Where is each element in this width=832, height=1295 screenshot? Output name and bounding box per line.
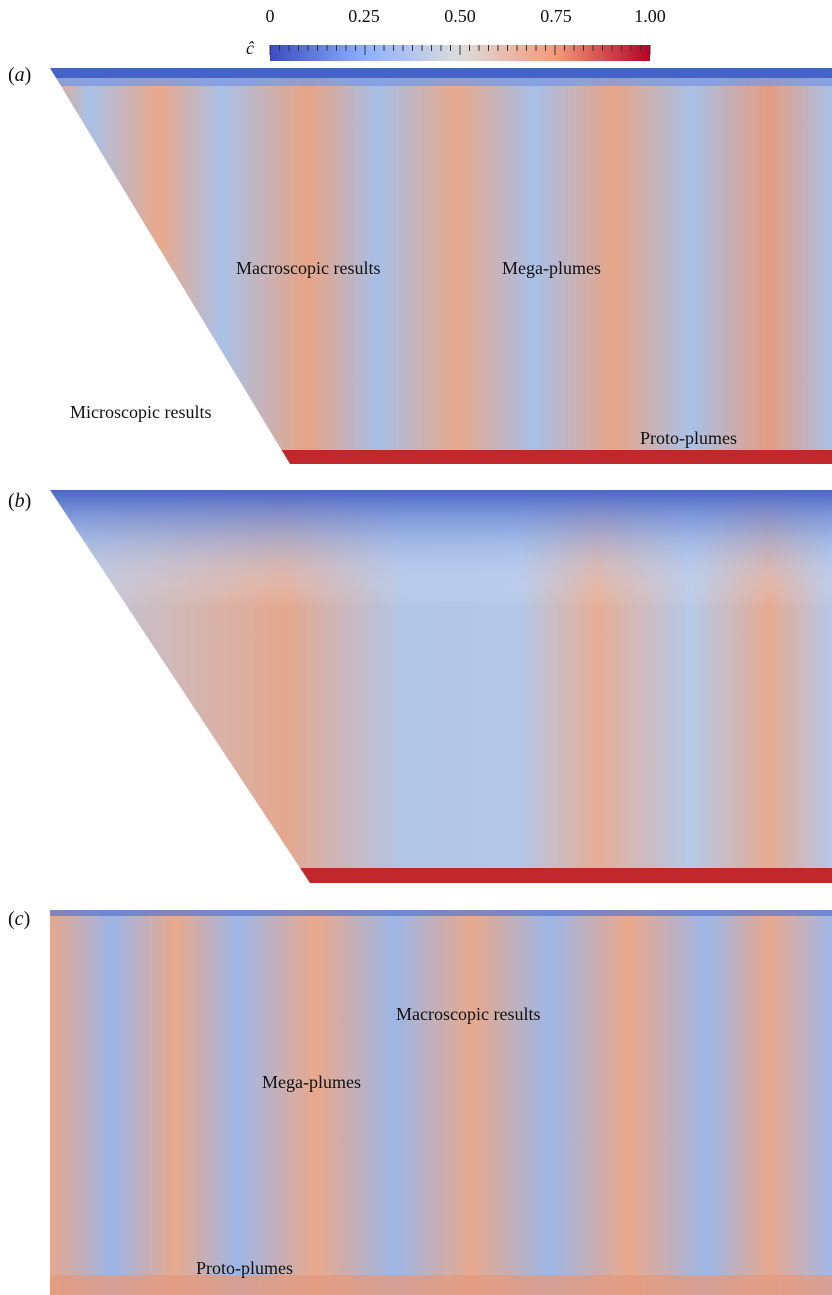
panel-a-macroscopic-label: Macroscopic results	[236, 258, 381, 278]
colorbar-tick-label: 1.00	[634, 6, 666, 26]
panel-c-mega-plumes-label: Mega-plumes	[262, 1072, 361, 1092]
panel-c-proto-plumes-label: Proto-plumes	[196, 1258, 293, 1278]
colorbar-tick-label: 0	[265, 6, 275, 26]
colorbar: 0 0.25 0.50 0.75 1.00 ĉ	[240, 0, 680, 70]
panel-a-microscopic-label: Microscopic results	[70, 402, 212, 422]
colorbar-gradient	[269, 45, 651, 61]
colorbar-symbol: ĉ	[246, 38, 254, 58]
panel-c-macroscopic-label: Macroscopic results	[396, 1004, 541, 1024]
panel-a-letter: (a)	[8, 64, 32, 86]
panel-c-letter: (c)	[8, 908, 31, 930]
panel-a-field	[50, 68, 832, 464]
colorbar-tick-label: 0.75	[540, 6, 572, 26]
panel-a-proto-plumes-label: Proto-plumes	[640, 428, 737, 448]
panel-b-field	[50, 490, 832, 883]
panel-b-letter: (b)	[8, 490, 32, 512]
panel-a-mega-plumes-label: Mega-plumes	[502, 258, 601, 278]
panel-c-field	[50, 910, 832, 1295]
colorbar-tick-label: 0.50	[444, 6, 476, 26]
colorbar-tick-label: 0.25	[348, 6, 380, 26]
